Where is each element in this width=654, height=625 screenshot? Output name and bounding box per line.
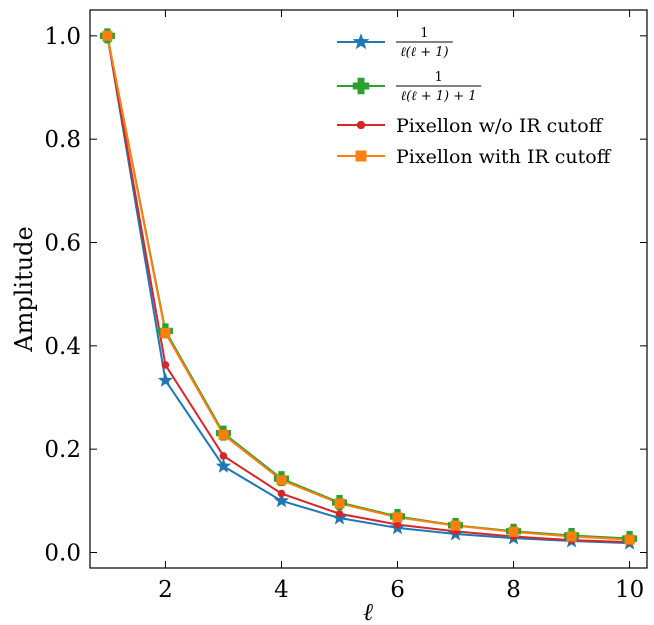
legend-label-3: Pixellon w/o IR cutoff (396, 115, 604, 137)
legend-marker-4 (355, 150, 367, 162)
series-3-point (393, 520, 402, 529)
y-tick-label: 0.4 (44, 334, 81, 360)
x-tick-label: 8 (506, 577, 521, 603)
series-lines (106, 35, 630, 545)
series-markers (99, 27, 638, 550)
series-3-point (335, 509, 344, 518)
series-4-point (276, 475, 287, 486)
series-1-point (215, 458, 232, 473)
series-line-4 (106, 35, 630, 541)
series-line-2 (106, 35, 630, 540)
x-tick-label: 10 (615, 577, 644, 603)
series-1-point (273, 492, 290, 508)
y-axis-label: Amplitude (10, 226, 38, 352)
plot-frame (89, 9, 648, 569)
series-4-point (218, 429, 229, 440)
series-4-point (102, 30, 113, 41)
series-4-point (334, 498, 345, 509)
series-3-point (219, 452, 228, 460)
legend-label-4: Pixellon with IR cutoff (396, 146, 612, 168)
y-tick-label: 0.0 (44, 541, 81, 567)
legend-marker-1 (352, 33, 370, 50)
legend-denominator-2: ℓ(ℓ + 1) + 1 (401, 89, 477, 104)
y-tick-label: 1.0 (44, 24, 81, 50)
series-1-point (157, 372, 174, 387)
x-axis-label: ℓ (363, 598, 373, 625)
axis-ticks: 2 4 6 8 10 0.0 0.2 0.4 0.6 0.8 1.0 (44, 10, 647, 603)
y-tick-label: 0.2 (44, 437, 81, 463)
series-line-3 (106, 35, 630, 544)
y-tick-label: 0.8 (44, 127, 81, 153)
series-line-1 (106, 35, 630, 545)
legend-numerator-2: 1 (434, 70, 442, 85)
series-4-point (160, 327, 171, 338)
x-tick-label: 2 (158, 577, 173, 603)
series-4-point (392, 512, 403, 523)
legend: 1 ℓ(ℓ + 1) 1 ℓ(ℓ + 1) + 1 Pixellon w/o IR cu… (337, 26, 612, 168)
y-tick-label: 0.6 (44, 231, 81, 257)
series-4-point (508, 526, 519, 537)
series-4-point (624, 534, 635, 545)
legend-marker-3 (356, 120, 366, 130)
legend-numerator-1: 1 (420, 26, 428, 41)
x-tick-label: 4 (274, 577, 289, 603)
series-4-point (566, 531, 577, 542)
series-3-point (161, 361, 170, 369)
legend-marker-2 (352, 77, 370, 95)
x-tick-label: 6 (390, 577, 405, 603)
series-4-point (450, 520, 461, 531)
series-3-point (277, 489, 286, 498)
legend-denominator-1: ℓ(ℓ + 1) (400, 45, 448, 60)
